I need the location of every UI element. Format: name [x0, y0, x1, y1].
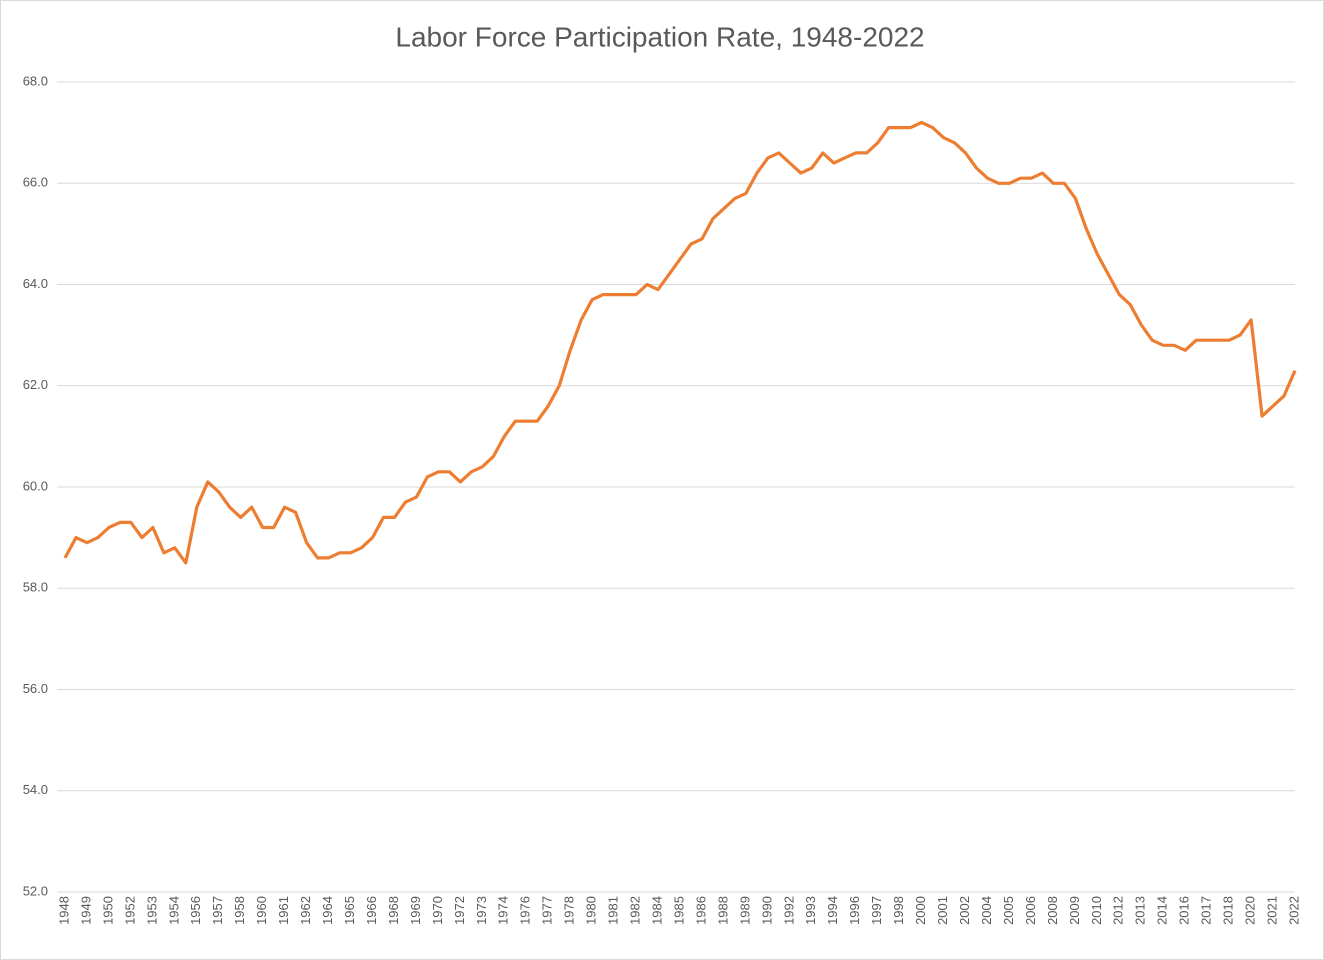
x-tick-label: 1981: [606, 896, 621, 925]
x-tick-label: 1966: [364, 896, 379, 925]
x-tick-label: 1964: [320, 896, 335, 925]
x-tick-label: 2017: [1199, 896, 1214, 925]
x-tick-label: 1950: [100, 896, 115, 925]
x-tick-label: 2008: [1045, 896, 1060, 925]
x-tick-label: 1990: [759, 896, 774, 925]
x-tick-label: 1952: [122, 896, 137, 925]
x-tick-label: 2016: [1177, 896, 1192, 925]
y-tick-label: 52.0: [23, 883, 48, 898]
x-tick-label: 1954: [166, 896, 181, 925]
x-tick-label: 2006: [1023, 896, 1038, 925]
chart-title: Labor Force Participation Rate, 1948-202…: [395, 21, 924, 52]
x-tick-label: 1994: [825, 896, 840, 925]
y-tick-label: 66.0: [23, 175, 48, 190]
y-tick-label: 60.0: [23, 478, 48, 493]
x-tick-label: 2021: [1264, 896, 1279, 925]
x-tick-label: 1984: [649, 896, 664, 925]
y-tick-label: 62.0: [23, 377, 48, 392]
x-tick-label: 1988: [715, 896, 730, 925]
y-tick-label: 58.0: [23, 580, 48, 595]
x-tick-label: 1986: [693, 896, 708, 925]
x-tick-label: 2002: [957, 896, 972, 925]
x-tick-label: 1973: [474, 896, 489, 925]
x-tick-label: 1992: [781, 896, 796, 925]
x-tick-label: 1958: [232, 896, 247, 925]
x-tick-label: 1974: [496, 896, 511, 925]
x-tick-label: 2018: [1221, 896, 1236, 925]
x-tick-label: 1972: [452, 896, 467, 925]
x-tick-label: 1965: [342, 896, 357, 925]
x-tick-label: 1980: [584, 896, 599, 925]
data-line: [63, 120, 1297, 565]
x-tick-label: 1960: [254, 896, 269, 925]
x-tick-label: 1993: [803, 896, 818, 925]
x-tick-label: 1996: [847, 896, 862, 925]
x-tick-label: 1978: [562, 896, 577, 925]
y-tick-label: 54.0: [23, 782, 48, 797]
y-tick-label: 64.0: [23, 276, 48, 291]
x-tick-label: 1969: [408, 896, 423, 925]
x-tick-label: 2012: [1111, 896, 1126, 925]
x-tick-label: 2000: [913, 896, 928, 925]
x-tick-label: 1985: [671, 896, 686, 925]
x-tick-label: 1956: [188, 896, 203, 925]
x-tick-label: 1998: [891, 896, 906, 925]
x-tick-label: 2010: [1089, 896, 1104, 925]
x-tick-label: 1989: [737, 896, 752, 925]
x-tick-label: 1968: [386, 896, 401, 925]
x-tick-label: 2020: [1243, 896, 1258, 925]
x-tick-label: 1982: [628, 896, 643, 925]
x-tick-label: 2009: [1067, 896, 1082, 925]
x-tick-label: 2014: [1155, 896, 1170, 925]
x-tick-label: 1962: [298, 896, 313, 925]
y-tick-label: 56.0: [23, 681, 48, 696]
x-tick-label: 1976: [518, 896, 533, 925]
x-tick-label: 1949: [78, 896, 93, 925]
x-tick-label: 2001: [935, 896, 950, 925]
x-tick-label: 1977: [540, 896, 555, 925]
x-tick-label: 1948: [56, 896, 71, 925]
x-tick-label: 2022: [1286, 896, 1301, 925]
x-tick-label: 2005: [1001, 896, 1016, 925]
y-tick-label: 68.0: [23, 73, 48, 88]
x-tick-label: 1970: [430, 896, 445, 925]
x-tick-label: 1997: [869, 896, 884, 925]
x-tick-label: 2013: [1133, 896, 1148, 925]
x-tick-label: 2004: [979, 896, 994, 925]
x-tick-label: 1961: [276, 896, 291, 925]
x-tick-label: 1953: [144, 896, 159, 925]
x-tick-label: 1957: [210, 896, 225, 925]
